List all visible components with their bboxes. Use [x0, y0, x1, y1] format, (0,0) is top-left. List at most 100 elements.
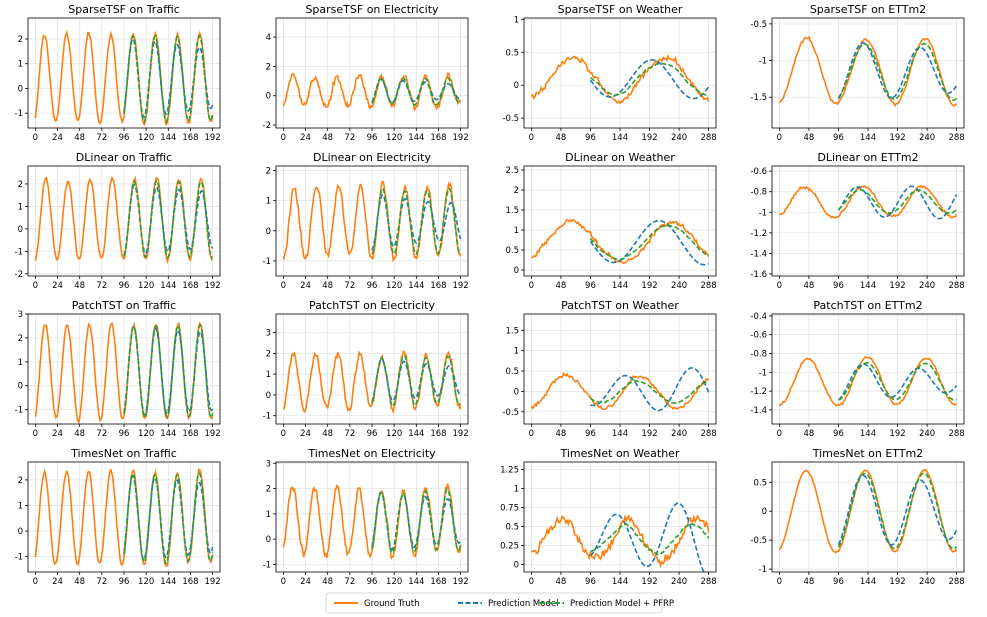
y-tick-label: -1 [263, 560, 271, 570]
x-tick-label: 48 [804, 133, 815, 143]
x-tick-label: 0 [33, 133, 38, 143]
subplot: PatchTST on Weather 0 48 96 144 192 240 288 -0.5… [502, 299, 716, 439]
prediction-model-line [371, 491, 462, 551]
y-tick-label: 0 [266, 535, 271, 545]
y-tick-label: 0 [18, 84, 23, 94]
y-tick-label: 0.5 [505, 522, 519, 532]
plot-frame [27, 313, 221, 425]
x-tick-label: 144 [160, 429, 176, 439]
series-group [778, 356, 958, 407]
x-tick-label: 192 [889, 577, 905, 587]
ground-truth-line [282, 180, 462, 263]
y-tick-label: 0.5 [505, 367, 519, 377]
series-group [34, 321, 214, 424]
x-tick-label: 168 [182, 429, 198, 439]
x-tick-label: 48 [74, 281, 85, 291]
plot-frame [27, 165, 221, 277]
y-tick-label: -1 [15, 553, 23, 563]
x-tick-label: 96 [585, 281, 596, 291]
y-tick-label: -1.2 [750, 229, 767, 239]
subplot: SparseTSF on Weather 0 48 96 144 192 240 288 -0.… [502, 3, 716, 143]
x-tick-label: 168 [182, 281, 198, 291]
x-tick-label: 24 [300, 429, 311, 439]
x-tick-label: 192 [641, 577, 657, 587]
subplot-title: SparseTSF on Electricity [305, 3, 439, 16]
y-tick-label: -1 [263, 412, 271, 422]
x-tick-label: 144 [860, 577, 876, 587]
x-tick-label: 72 [96, 133, 107, 143]
x-tick-label: 120 [386, 429, 402, 439]
legend-label-ground-truth: Ground Truth [364, 599, 420, 609]
y-tick-label: -1.4 [750, 406, 767, 416]
x-tick-label: 0 [281, 577, 286, 587]
ground-truth-line [778, 356, 957, 407]
x-tick-label: 168 [182, 577, 198, 587]
x-tick-label: 240 [671, 281, 687, 291]
y-tick-label: 1.5 [505, 326, 519, 336]
subplot-title: PatchTST on ETTm2 [813, 299, 922, 312]
series-group [531, 502, 710, 572]
prediction-model-line [837, 474, 958, 546]
y-tick-label: -1 [15, 247, 23, 257]
x-tick-label: 0 [529, 429, 534, 439]
x-tick-label: 192 [452, 577, 468, 587]
y-tick-label: 0 [514, 266, 519, 276]
plot-frame [275, 165, 469, 277]
x-tick-label: 96 [119, 577, 130, 587]
ground-truth-line [778, 35, 957, 107]
x-tick-label: 72 [344, 133, 355, 143]
y-tick-label: 0 [266, 227, 271, 237]
y-tick-label: 0 [762, 507, 767, 517]
x-tick-label: 192 [452, 281, 468, 291]
x-tick-label: 72 [96, 429, 107, 439]
y-tick-label: 2 [18, 180, 23, 190]
y-tick-label: -1.5 [750, 93, 767, 103]
x-tick-label: 288 [948, 577, 964, 587]
subplot-title: TimesNet on Electricity [307, 447, 436, 460]
series-group [778, 35, 958, 107]
x-tick-label: 48 [804, 281, 815, 291]
ground-truth-line [531, 513, 710, 569]
x-tick-label: 120 [386, 577, 402, 587]
y-tick-label: -1.6 [750, 270, 767, 280]
subplot-title: PatchTST on Electricity [309, 299, 435, 312]
y-tick-label: 0 [18, 225, 23, 235]
y-tick-label: 0 [18, 382, 23, 392]
y-tick-label: -1 [263, 257, 271, 267]
x-tick-label: 96 [833, 577, 844, 587]
y-tick-label: 2 [266, 349, 271, 359]
y-tick-label: 1 [514, 347, 519, 357]
subplot: TimesNet on Weather 0 48 96 144 192 240 288 0 0.2… [500, 447, 717, 587]
x-tick-label: 24 [52, 281, 63, 291]
prediction-model-line [589, 502, 705, 572]
y-tick-label: 2.5 [505, 166, 519, 176]
prediction-model-line [837, 185, 958, 220]
x-tick-label: 48 [322, 133, 333, 143]
y-tick-label: 1.5 [505, 206, 519, 216]
series-group [282, 350, 462, 415]
x-tick-label: 72 [96, 577, 107, 587]
ground-truth-line [282, 483, 462, 561]
x-tick-label: 192 [641, 429, 657, 439]
prediction-pfrp-line [837, 42, 958, 101]
x-tick-label: 240 [671, 429, 687, 439]
y-tick-label: 1 [266, 510, 271, 520]
x-tick-label: 192 [204, 429, 220, 439]
x-tick-label: 240 [671, 133, 687, 143]
y-tick-label: -0.6 [750, 167, 767, 177]
series-group [779, 184, 958, 220]
x-tick-label: 48 [74, 133, 85, 143]
x-tick-label: 96 [833, 429, 844, 439]
x-tick-label: 144 [612, 429, 628, 439]
x-tick-label: 120 [138, 429, 154, 439]
y-tick-label: 0.5 [505, 246, 519, 256]
subplot-title: TimesNet on Traffic [70, 447, 177, 460]
x-tick-label: 192 [452, 133, 468, 143]
prediction-pfrp-line [837, 472, 958, 550]
y-tick-label: 1 [18, 358, 23, 368]
x-tick-label: 48 [74, 429, 85, 439]
x-tick-label: 96 [585, 133, 596, 143]
